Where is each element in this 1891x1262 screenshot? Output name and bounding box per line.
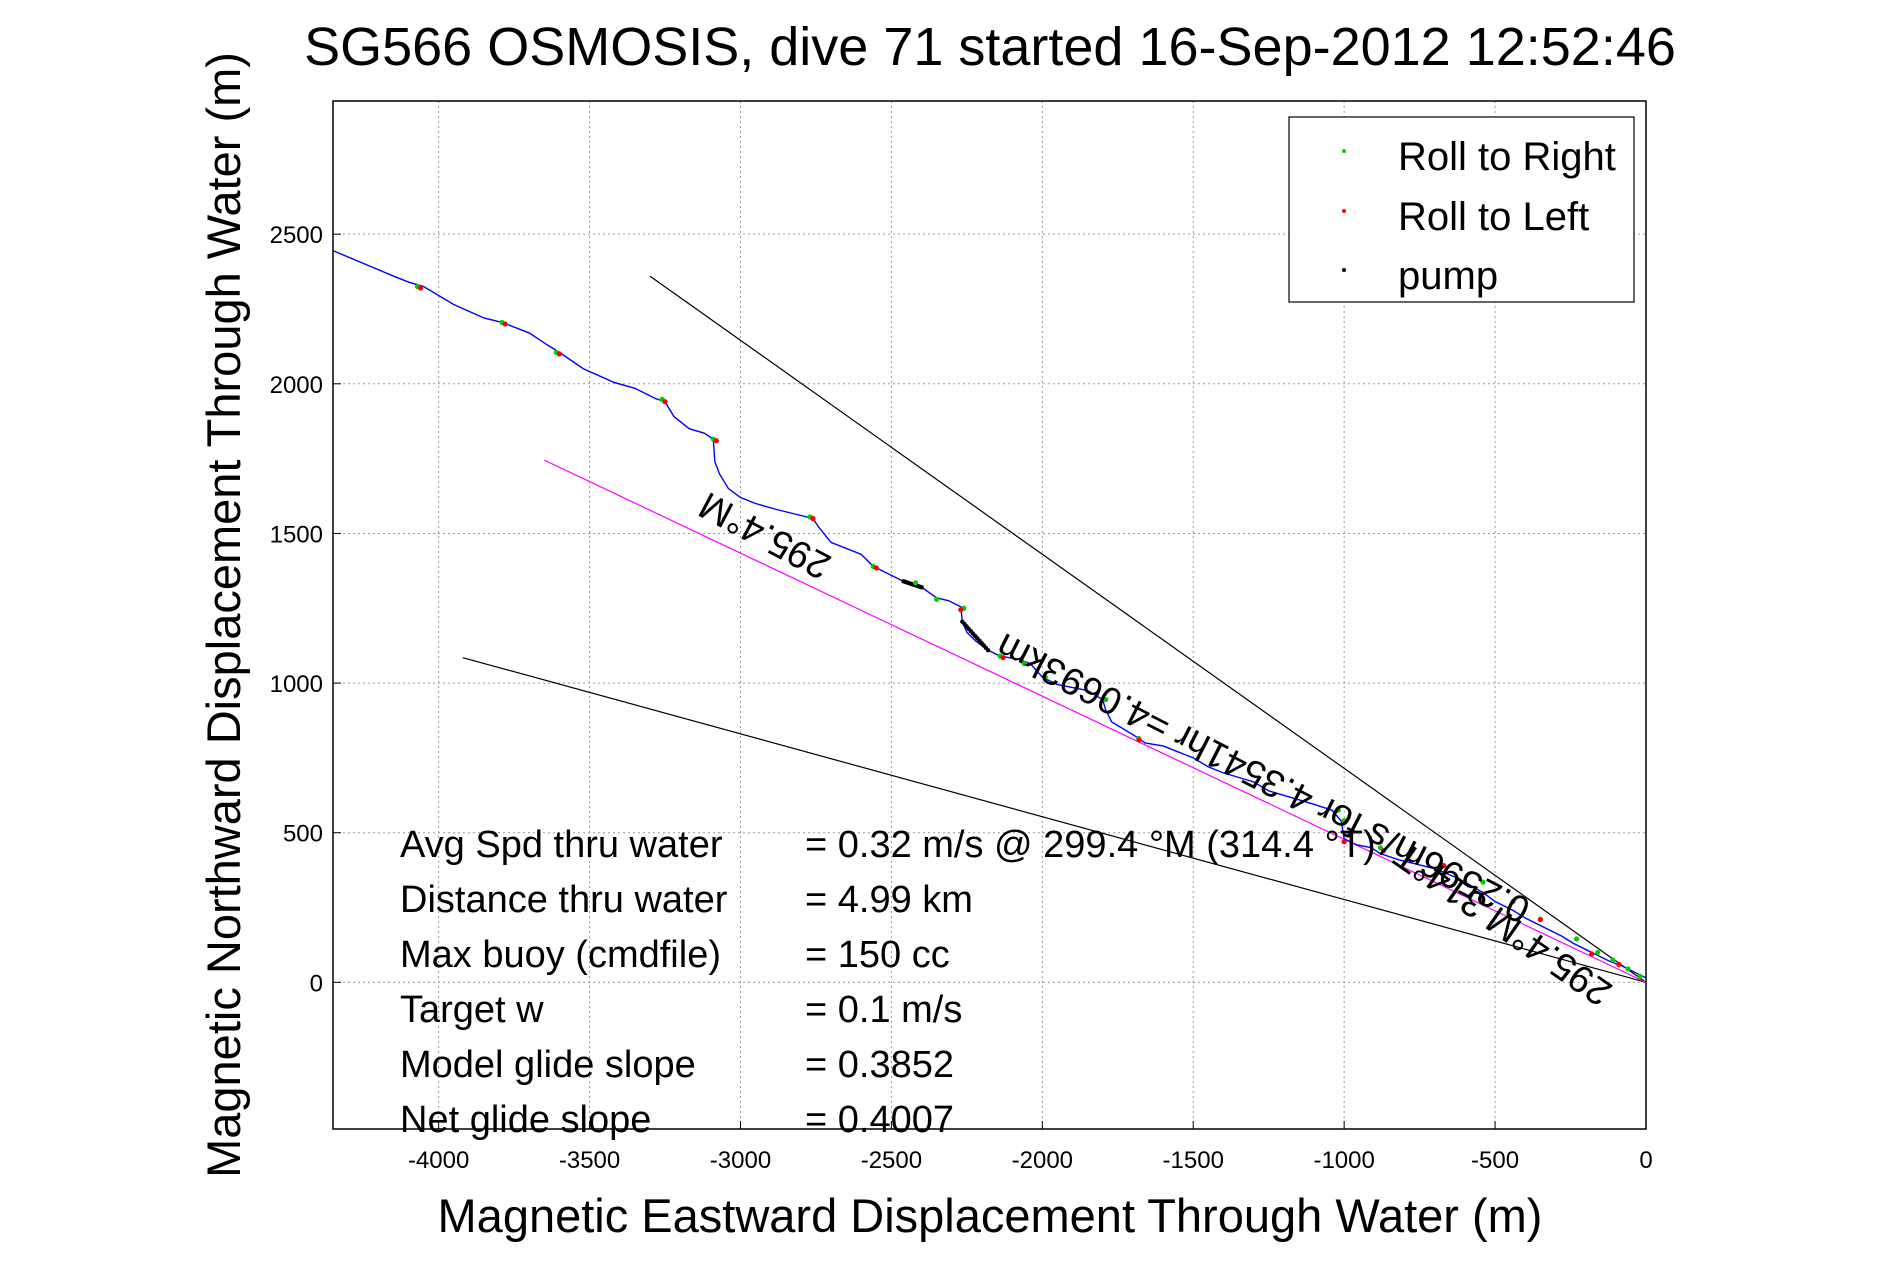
legend: Roll to Right Roll to Left pump	[1288, 116, 1635, 303]
legend-marker-pump	[1342, 268, 1346, 272]
stat-label: Net glide slope	[400, 1099, 651, 1141]
roll-right-point	[1042, 674, 1048, 680]
x-axis-ticks: -4000 -3500 -3000 -2500 -2000 -1500 -1000 -500 0	[408, 1121, 1653, 1174]
roll-left-point	[1616, 961, 1622, 968]
stat-value: = 0.4007	[805, 1099, 954, 1141]
roll-left-point	[1589, 951, 1595, 957]
y-tick-label: 2000	[270, 372, 323, 399]
stat-label: Avg Spd thru water	[400, 824, 723, 866]
stat-value: = 0.3852	[805, 1044, 954, 1086]
y-axis-label: Magnetic Northward Displacement Through …	[197, 52, 250, 1178]
roll-left-point	[1441, 863, 1447, 869]
pump-point	[919, 585, 924, 590]
roll-right-point	[1595, 949, 1601, 956]
roll-left-point	[1380, 848, 1386, 854]
roll-left-point	[958, 607, 964, 613]
x-tick-label: -1500	[1163, 1147, 1224, 1174]
stat-value: = 0.1 m/s	[805, 989, 962, 1031]
roll-right-point	[1335, 807, 1341, 813]
roll-left-point	[1000, 655, 1006, 661]
guide-line	[462, 657, 1646, 983]
roll-left-point	[556, 351, 562, 357]
roll-left-point	[810, 515, 816, 522]
legend-marker-roll-right	[1342, 149, 1346, 153]
y-tick-label: 2500	[270, 222, 323, 249]
roll-left-point	[1341, 839, 1347, 845]
x-tick-label: -1000	[1313, 1147, 1374, 1174]
x-tick-label: -3500	[559, 1147, 620, 1174]
roll-right-point	[1625, 966, 1631, 972]
stat-label: Model glide slope	[400, 1044, 696, 1086]
roll-right-point	[1610, 957, 1616, 963]
x-tick-label: -2000	[1012, 1147, 1073, 1174]
x-tick-label: 0	[1639, 1147, 1652, 1174]
x-tick-label: -3000	[710, 1147, 771, 1174]
roll-markers	[414, 283, 1643, 979]
stat-value: = 0.32 m/s @ 299.4 °M (314.4 °T)	[805, 824, 1376, 866]
legend-box	[1288, 116, 1635, 303]
roll-left-point	[1136, 737, 1142, 743]
y-tick-label: 1000	[270, 671, 323, 698]
roll-right-point	[1480, 879, 1486, 885]
stat-label: Target w	[400, 989, 544, 1031]
y-axis-ticks: 0 500 1000 1500 2000 2500	[270, 222, 341, 997]
roll-left-point	[713, 438, 719, 444]
legend-label-pump: pump	[1398, 254, 1498, 298]
roll-right-point	[912, 580, 919, 586]
roll-right-point	[1573, 936, 1580, 942]
roll-left-point	[873, 565, 879, 571]
x-tick-label: -500	[1471, 1147, 1519, 1174]
pump-point	[985, 647, 991, 653]
roll-right-point	[1637, 973, 1643, 979]
stat-value: = 4.99 km	[805, 879, 973, 921]
chart-title: SG566 OSMOSIS, dive 71 started 16-Sep-20…	[304, 17, 1676, 77]
track-series	[333, 249, 1646, 979]
grid-lines	[333, 101, 1646, 1129]
legend-label-roll-left: Roll to Left	[1398, 195, 1589, 239]
stat-value: = 150 cc	[805, 934, 950, 976]
roll-right-point	[1103, 696, 1109, 703]
guide-line	[544, 459, 1646, 983]
stat-label: Max buoy (cmdfile)	[400, 934, 721, 976]
roll-left-point	[662, 399, 668, 405]
legend-marker-roll-left	[1342, 209, 1346, 213]
legend-label-roll-right: Roll to Right	[1398, 135, 1616, 179]
y-tick-label: 0	[310, 970, 323, 997]
roll-right-point	[1341, 818, 1347, 824]
stat-label: Distance thru water	[400, 879, 728, 921]
roll-right-point	[934, 596, 940, 602]
roll-left-point	[1537, 916, 1543, 923]
x-axis-label: Magnetic Eastward Displacement Through W…	[438, 1189, 1543, 1242]
roll-left-point	[502, 321, 508, 327]
y-tick-label: 1500	[270, 521, 323, 548]
track-line	[333, 249, 1646, 979]
roll-left-point	[417, 285, 424, 291]
x-tick-label: -2500	[861, 1147, 922, 1174]
roll-right-point	[1510, 898, 1516, 905]
y-tick-label: 500	[283, 821, 323, 848]
roll-right-point	[1021, 661, 1027, 667]
x-tick-label: -4000	[408, 1147, 469, 1174]
guide-lines	[462, 275, 1646, 983]
stats-block: Avg Spd thru water = 0.32 m/s @ 299.4 °M …	[400, 824, 1376, 1141]
guide-line	[649, 275, 1646, 983]
plot-frame	[332, 100, 1647, 1130]
